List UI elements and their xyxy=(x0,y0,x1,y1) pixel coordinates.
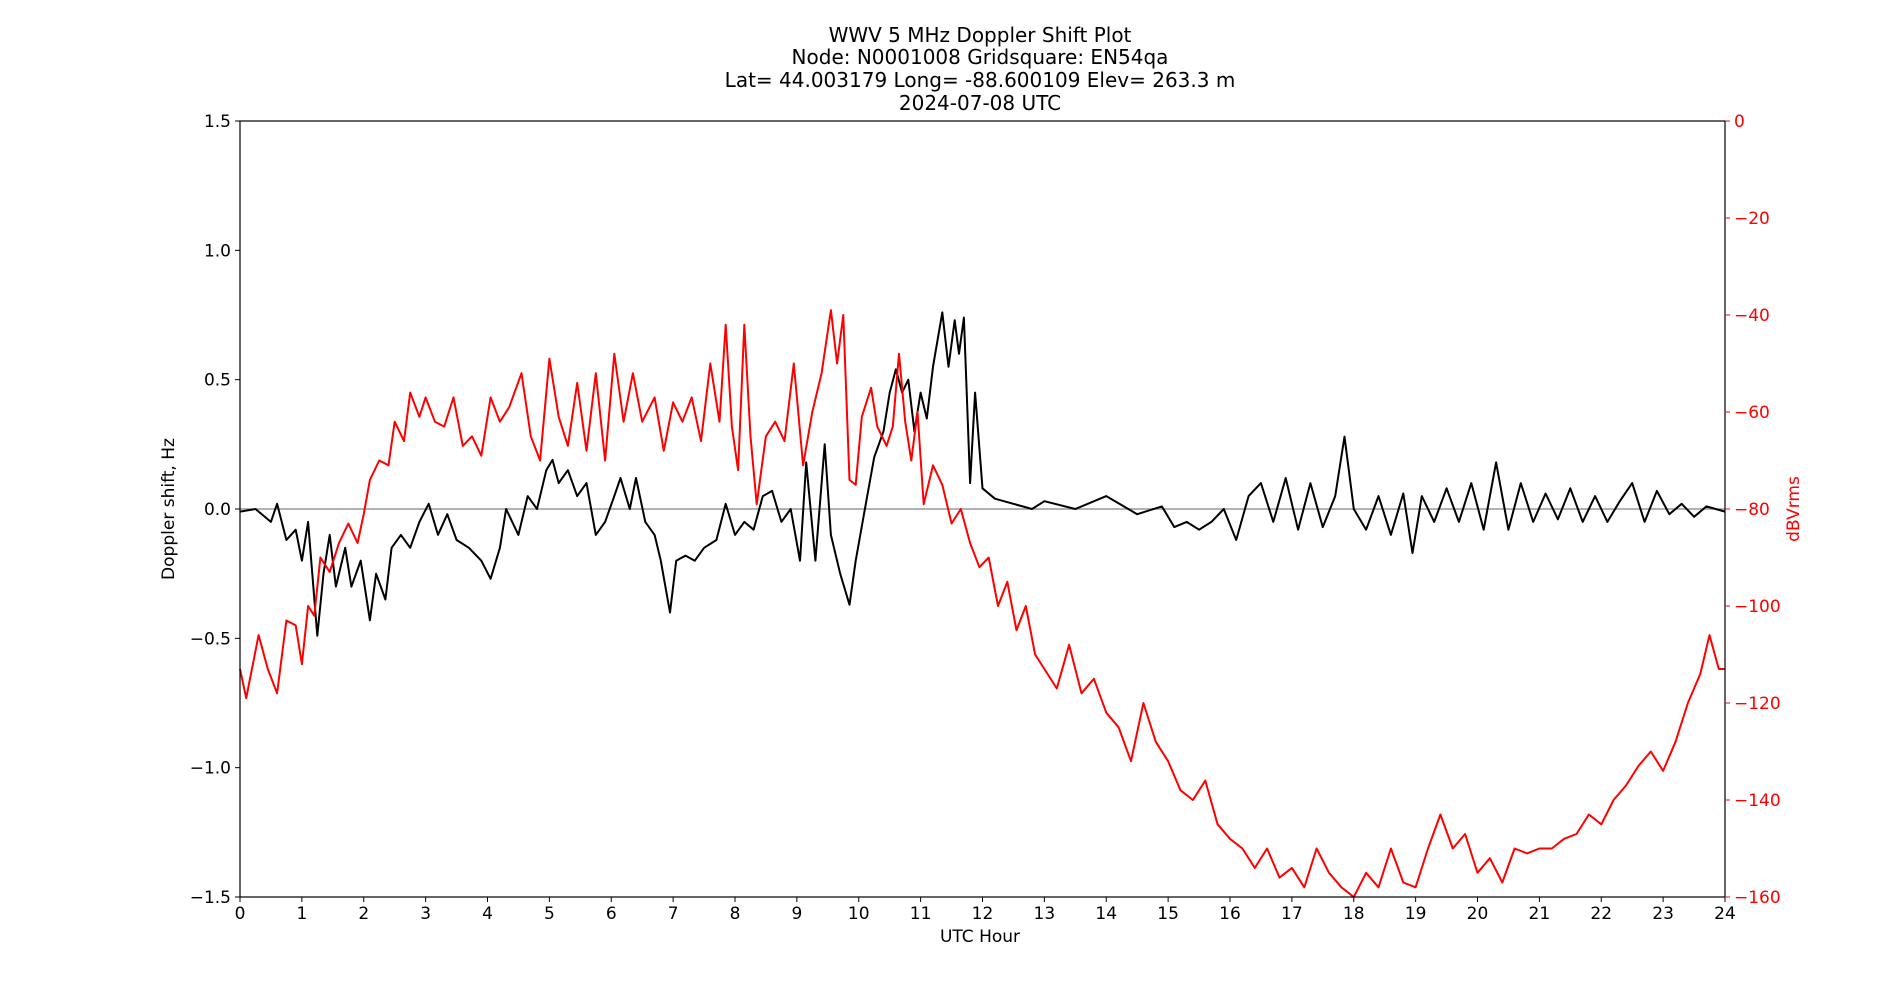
title-line-1: WWV 5 MHz Doppler Shift Plot xyxy=(829,23,1132,47)
y-right-tick-label: 0 xyxy=(1734,112,1745,132)
x-tick-label: 22 xyxy=(1590,904,1612,924)
x-tick-label: 16 xyxy=(1219,904,1241,924)
title-line-3: Lat= 44.003179 Long= -88.600109 Elev= 26… xyxy=(725,68,1236,92)
x-tick-label: 8 xyxy=(730,904,741,924)
y-right-tick-label: −40 xyxy=(1734,306,1770,326)
x-tick-label: 23 xyxy=(1652,904,1674,924)
series-line-doppler xyxy=(239,311,1726,637)
y-left-tick-label: 1.5 xyxy=(204,112,231,132)
x-tick-label: 18 xyxy=(1343,904,1365,924)
x-tick-label: 20 xyxy=(1467,904,1489,924)
y-axis-left: −1.5 −1.0 −0.5 0.0 0.5 1.0 1.5 xyxy=(190,112,240,908)
y-right-tick-label: −100 xyxy=(1734,597,1781,617)
x-tick-label: 5 xyxy=(544,904,555,924)
x-tick-label: 12 xyxy=(972,904,994,924)
y-axis-right: −160 −140 −120 −100 −80 −60 −40 −20 0 xyxy=(1725,112,1781,908)
title-line-4: 2024-07-08 UTC xyxy=(899,91,1061,115)
y-right-tick-label: −80 xyxy=(1734,500,1770,520)
x-tick-label: 17 xyxy=(1281,904,1303,924)
x-tick-label: 7 xyxy=(668,904,679,924)
x-tick-label: 3 xyxy=(420,904,431,924)
x-tick-label: 21 xyxy=(1529,904,1551,924)
x-tick-label: 13 xyxy=(1034,904,1056,924)
y-axis-left-label: Doppler shift, Hz xyxy=(159,438,179,580)
x-axis-label: UTC Hour xyxy=(940,927,1020,947)
y-right-tick-label: −60 xyxy=(1734,403,1770,423)
x-tick-label: 15 xyxy=(1157,904,1179,924)
x-tick-label: 4 xyxy=(482,904,493,924)
title-line-2: Node: N0001008 Gridsquare: EN54qa xyxy=(792,45,1169,69)
y-right-tick-label: −120 xyxy=(1734,694,1781,714)
y-left-tick-label: 0.0 xyxy=(204,500,231,520)
chart-title: WWV 5 MHz Doppler Shift Plot Node: N0001… xyxy=(725,23,1236,115)
x-tick-label: 14 xyxy=(1095,904,1117,924)
x-tick-label: 24 xyxy=(1714,904,1736,924)
y-left-tick-label: −0.5 xyxy=(190,629,231,649)
x-tick-label: 11 xyxy=(910,904,932,924)
x-tick-label: 1 xyxy=(296,904,307,924)
y-left-tick-label: −1.0 xyxy=(190,759,231,779)
y-right-tick-label: −140 xyxy=(1734,791,1781,811)
y-left-tick-label: 1.0 xyxy=(204,241,231,261)
y-right-tick-label: −20 xyxy=(1734,209,1770,229)
y-right-tick-label: −160 xyxy=(1734,888,1781,908)
plot-series xyxy=(239,309,1726,898)
series-line-dbvrms xyxy=(239,309,1725,898)
y-left-tick-label: −1.5 xyxy=(190,888,231,908)
x-tick-label: 6 xyxy=(606,904,617,924)
x-tick-label: 19 xyxy=(1405,904,1427,924)
x-axis: 0 1 2 3 4 5 6 7 8 9 10 11 12 13 14 15 16 17 18 19 20 21 22 23 24 xyxy=(235,897,1736,924)
x-tick-label: 0 xyxy=(235,904,246,924)
x-tick-label: 2 xyxy=(358,904,369,924)
x-tick-label: 9 xyxy=(791,904,802,924)
y-left-tick-label: 0.5 xyxy=(204,371,231,391)
x-tick-label: 10 xyxy=(848,904,870,924)
y-axis-right-label: dBVrms xyxy=(1784,476,1804,542)
